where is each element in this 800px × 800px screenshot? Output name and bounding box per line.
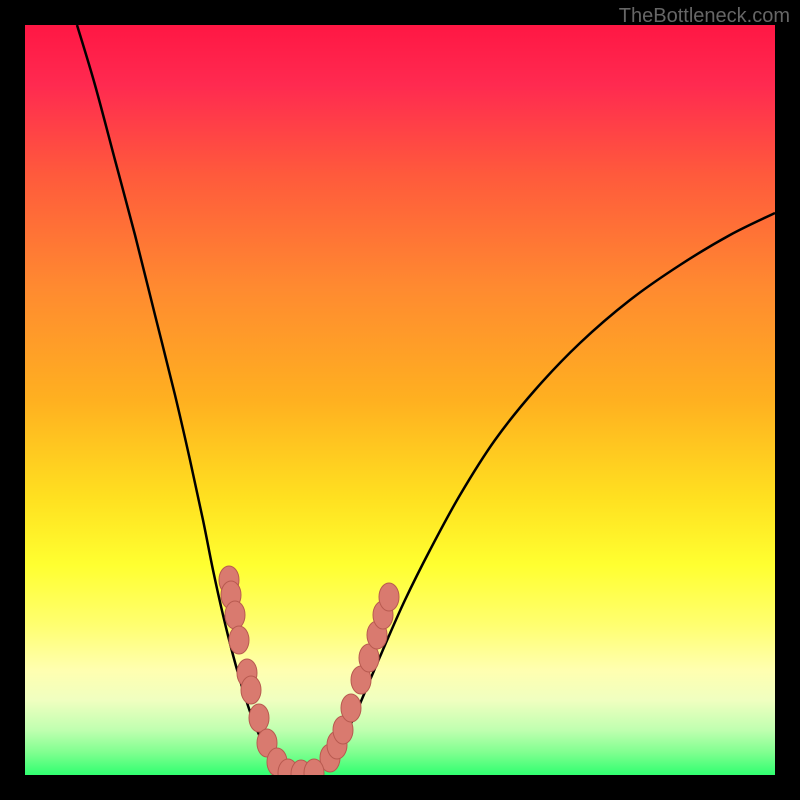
curve-layer	[25, 25, 775, 775]
curve-left-branch	[77, 25, 293, 774]
watermark-text: TheBottleneck.com	[619, 5, 790, 28]
marker-dot	[229, 626, 249, 654]
marker-dot	[249, 704, 269, 732]
marker-group	[219, 566, 399, 775]
marker-dot	[341, 694, 361, 722]
marker-dot	[379, 583, 399, 611]
marker-dot	[225, 601, 245, 629]
curve-right-branch	[313, 213, 775, 774]
plot-area	[25, 25, 775, 775]
marker-dot	[241, 676, 261, 704]
